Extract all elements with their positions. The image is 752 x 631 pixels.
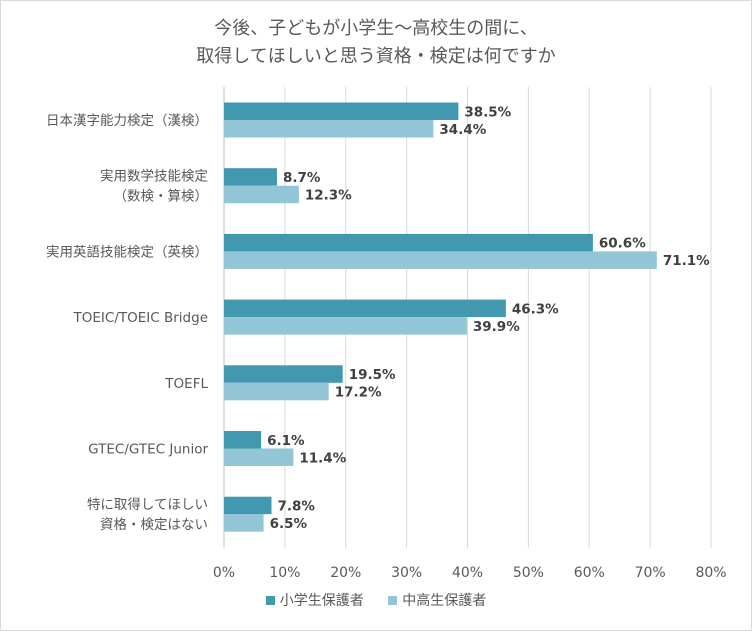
- data-label-elementary-2: 60.6%: [599, 236, 646, 252]
- data-label-elementary-3: 46.3%: [512, 301, 559, 317]
- bar-elementary-2: [224, 233, 593, 252]
- legend-label-series-1: 小学生保護者: [279, 593, 364, 609]
- data-label-secondary-1: 12.3%: [305, 187, 352, 203]
- legend: 小学生保護者 中高生保護者: [0, 590, 752, 610]
- data-label-elementary-1: 8.7%: [283, 170, 321, 186]
- bar-elementary-6: [224, 496, 272, 515]
- data-label-elementary-0: 38.5%: [464, 104, 511, 120]
- bar-elementary-1: [224, 168, 277, 186]
- category-label-1-line-0: 実用数学技能検定: [100, 169, 208, 185]
- data-label-secondary-6: 6.5%: [270, 516, 308, 532]
- category-label-5: GTEC/GTEC Junior: [88, 442, 208, 458]
- x-tick-label-5: 50%: [513, 565, 544, 581]
- bar-elementary-0: [224, 102, 459, 120]
- legend-label-series-2: 中高生保護者: [402, 593, 487, 609]
- data-label-secondary-3: 39.9%: [473, 319, 520, 335]
- legend-item-series-1: 小学生保護者: [265, 590, 364, 610]
- x-tick-label-8: 80%: [695, 565, 726, 581]
- category-label-1-line-1: （数検・算検）: [114, 189, 209, 205]
- category-label-6-line-1: 資格・検定はない: [100, 517, 208, 533]
- data-label-elementary-5: 6.1%: [267, 433, 305, 449]
- data-label-elementary-6: 7.8%: [277, 498, 315, 514]
- chart-title-line-1: 今後、子どもが小学生～高校生の間に、: [214, 18, 538, 39]
- bar-secondary-0: [224, 120, 434, 138]
- category-label-2: 実用英語技能検定（英検）: [46, 243, 208, 260]
- category-label-0: 日本漢字能力検定（漢検）: [46, 113, 208, 129]
- bar-secondary-5: [224, 448, 294, 466]
- x-tick-label-4: 40%: [452, 565, 483, 581]
- bar-secondary-1: [224, 185, 299, 204]
- x-tick-label-1: 10%: [269, 565, 300, 581]
- bar-secondary-4: [224, 382, 329, 401]
- bar-secondary-6: [224, 514, 264, 532]
- x-tick-label-0: 0%: [213, 565, 235, 581]
- data-label-secondary-5: 11.4%: [299, 450, 346, 466]
- x-tick-label-3: 30%: [391, 565, 422, 581]
- bar-elementary-4: [224, 365, 343, 383]
- chart-title-line-2: 取得してほしいと思う資格・検定は何ですか: [196, 46, 556, 67]
- bar-elementary-5: [224, 431, 262, 449]
- data-label-secondary-0: 34.4%: [439, 122, 486, 138]
- data-label-elementary-4: 19.5%: [349, 367, 396, 383]
- bar-secondary-2: [224, 251, 657, 269]
- x-tick-label-6: 60%: [574, 565, 605, 581]
- category-label-6-line-0: 特に取得してほしい: [87, 496, 208, 513]
- data-label-secondary-4: 17.2%: [335, 385, 382, 401]
- bar-secondary-3: [224, 317, 467, 335]
- bar-elementary-3: [224, 299, 506, 318]
- legend-swatch-series-1: [265, 595, 275, 605]
- legend-swatch-series-2: [388, 595, 398, 605]
- category-label-4: TOEFL: [164, 376, 208, 392]
- x-tick-label-7: 70%: [635, 565, 666, 581]
- legend-item-series-2: 中高生保護者: [388, 590, 486, 610]
- category-label-3: TOEIC/TOEIC Bridge: [73, 310, 208, 326]
- x-tick-label-2: 20%: [330, 565, 361, 581]
- data-label-secondary-2: 71.1%: [663, 253, 710, 269]
